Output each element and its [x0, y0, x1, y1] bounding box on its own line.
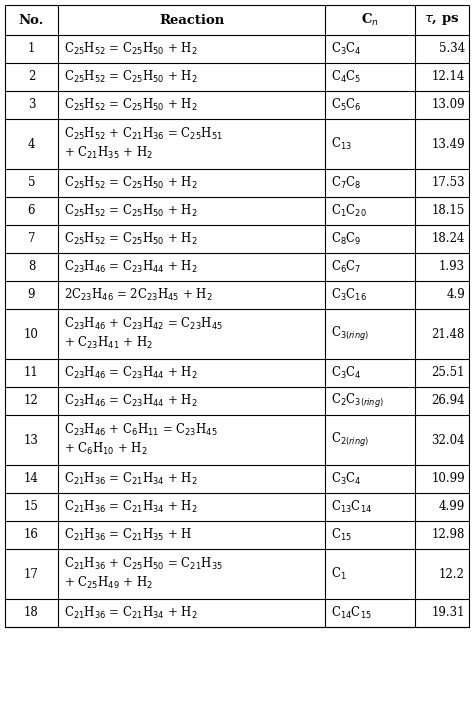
Text: 25.51: 25.51	[431, 366, 465, 379]
Text: 11: 11	[24, 366, 39, 379]
Text: 17: 17	[24, 568, 39, 580]
Text: C$_{25}$H$_{52}$ = C$_{25}$H$_{50}$ + H$_2$: C$_{25}$H$_{52}$ = C$_{25}$H$_{50}$ + H$…	[64, 97, 198, 113]
Text: C$_{25}$H$_{52}$ = C$_{25}$H$_{50}$ + H$_2$: C$_{25}$H$_{52}$ = C$_{25}$H$_{50}$ + H$…	[64, 175, 198, 191]
Text: 4.9: 4.9	[446, 288, 465, 301]
Text: C$_3$C$_4$: C$_3$C$_4$	[331, 365, 362, 381]
Text: 6: 6	[28, 205, 35, 218]
Text: 21.48: 21.48	[432, 328, 465, 341]
Text: 5.34: 5.34	[439, 42, 465, 55]
Text: 15: 15	[24, 501, 39, 513]
Text: $\tau$, ps: $\tau$, ps	[424, 13, 460, 27]
Text: C$_{13}$: C$_{13}$	[331, 136, 352, 152]
Text: C$_7$C$_8$: C$_7$C$_8$	[331, 175, 362, 191]
Text: C$_{25}$H$_{52}$ = C$_{25}$H$_{50}$ + H$_2$: C$_{25}$H$_{52}$ = C$_{25}$H$_{50}$ + H$…	[64, 41, 198, 57]
Text: 8: 8	[28, 261, 35, 274]
Text: 13.09: 13.09	[431, 98, 465, 111]
Text: Reaction: Reaction	[159, 14, 224, 26]
Text: 26.94: 26.94	[431, 395, 465, 408]
Text: 1: 1	[28, 42, 35, 55]
Text: C$_{21}$H$_{36}$ = C$_{21}$H$_{35}$ + H: C$_{21}$H$_{36}$ = C$_{21}$H$_{35}$ + H	[64, 527, 192, 543]
Text: C$_{15}$: C$_{15}$	[331, 527, 352, 543]
Text: C$_{3(ring)}$: C$_{3(ring)}$	[331, 325, 369, 343]
Text: + C$_{23}$H$_{41}$ + H$_2$: + C$_{23}$H$_{41}$ + H$_2$	[64, 335, 153, 351]
Text: 12.98: 12.98	[432, 529, 465, 542]
Text: 32.04: 32.04	[431, 433, 465, 446]
Text: 9: 9	[28, 288, 35, 301]
Text: 5: 5	[28, 176, 35, 189]
Text: 18: 18	[24, 606, 39, 620]
Text: 7: 7	[28, 232, 35, 245]
Text: 4: 4	[28, 138, 35, 151]
Text: C$_{23}$H$_{46}$ = C$_{23}$H$_{44}$ + H$_2$: C$_{23}$H$_{46}$ = C$_{23}$H$_{44}$ + H$…	[64, 365, 198, 381]
Text: 2: 2	[28, 71, 35, 84]
Text: C$_{21}$H$_{36}$ = C$_{21}$H$_{34}$ + H$_2$: C$_{21}$H$_{36}$ = C$_{21}$H$_{34}$ + H$…	[64, 605, 198, 621]
Text: C$_6$C$_7$: C$_6$C$_7$	[331, 259, 361, 275]
Text: C$_{14}$C$_{15}$: C$_{14}$C$_{15}$	[331, 605, 372, 621]
Text: 3: 3	[28, 98, 35, 111]
Text: C$_{23}$H$_{46}$ + C$_6$H$_{11}$ = C$_{23}$H$_{45}$: C$_{23}$H$_{46}$ + C$_6$H$_{11}$ = C$_{2…	[64, 422, 218, 438]
Text: C$_1$: C$_1$	[331, 566, 346, 582]
Text: 19.31: 19.31	[431, 606, 465, 620]
Text: 18.24: 18.24	[432, 232, 465, 245]
Text: C$_{2(ring)}$: C$_{2(ring)}$	[331, 431, 369, 449]
Text: C$_{25}$H$_{52}$ + C$_{21}$H$_{36}$ = C$_{25}$H$_{51}$: C$_{25}$H$_{52}$ + C$_{21}$H$_{36}$ = C$…	[64, 126, 223, 142]
Text: 4.99: 4.99	[439, 501, 465, 513]
Text: 2C$_{23}$H$_{46}$ = 2C$_{23}$H$_{45}$ + H$_2$: 2C$_{23}$H$_{46}$ = 2C$_{23}$H$_{45}$ + …	[64, 287, 213, 303]
Text: C$_8$C$_9$: C$_8$C$_9$	[331, 231, 362, 247]
Text: C$_3$C$_4$: C$_3$C$_4$	[331, 41, 362, 57]
Text: 1.93: 1.93	[439, 261, 465, 274]
Text: + C$_{21}$H$_{35}$ + H$_2$: + C$_{21}$H$_{35}$ + H$_2$	[64, 145, 153, 161]
Text: C$_{13}$C$_{14}$: C$_{13}$C$_{14}$	[331, 499, 372, 515]
Text: C$_3$C$_4$: C$_3$C$_4$	[331, 471, 362, 487]
Text: 14: 14	[24, 472, 39, 486]
Text: C$_5$C$_6$: C$_5$C$_6$	[331, 97, 362, 113]
Text: 12: 12	[24, 395, 39, 408]
Text: C$_{25}$H$_{52}$ = C$_{25}$H$_{50}$ + H$_2$: C$_{25}$H$_{52}$ = C$_{25}$H$_{50}$ + H$…	[64, 231, 198, 247]
Text: 12.2: 12.2	[439, 568, 465, 580]
Text: C$_{25}$H$_{52}$ = C$_{25}$H$_{50}$ + H$_2$: C$_{25}$H$_{52}$ = C$_{25}$H$_{50}$ + H$…	[64, 69, 198, 85]
Text: No.: No.	[19, 14, 44, 26]
Text: C$_{23}$H$_{46}$ = C$_{23}$H$_{44}$ + H$_2$: C$_{23}$H$_{46}$ = C$_{23}$H$_{44}$ + H$…	[64, 259, 198, 275]
Text: 13: 13	[24, 433, 39, 446]
Text: C$_n$: C$_n$	[361, 12, 379, 28]
Text: C$_2$C$_{3(ring)}$: C$_2$C$_{3(ring)}$	[331, 392, 384, 410]
Text: C$_{23}$H$_{46}$ + C$_{23}$H$_{42}$ = C$_{23}$H$_{45}$: C$_{23}$H$_{46}$ + C$_{23}$H$_{42}$ = C$…	[64, 316, 223, 332]
Text: C$_{23}$H$_{46}$ = C$_{23}$H$_{44}$ + H$_2$: C$_{23}$H$_{46}$ = C$_{23}$H$_{44}$ + H$…	[64, 393, 198, 409]
Text: C$_1$C$_{20}$: C$_1$C$_{20}$	[331, 203, 367, 219]
Text: C$_3$C$_{16}$: C$_3$C$_{16}$	[331, 287, 367, 303]
Text: 17.53: 17.53	[431, 176, 465, 189]
Text: 10: 10	[24, 328, 39, 341]
Text: C$_{21}$H$_{36}$ = C$_{21}$H$_{34}$ + H$_2$: C$_{21}$H$_{36}$ = C$_{21}$H$_{34}$ + H$…	[64, 499, 198, 515]
Text: 10.99: 10.99	[431, 472, 465, 486]
Text: C$_{21}$H$_{36}$ = C$_{21}$H$_{34}$ + H$_2$: C$_{21}$H$_{36}$ = C$_{21}$H$_{34}$ + H$…	[64, 471, 198, 487]
Text: C$_{21}$H$_{36}$ + C$_{25}$H$_{50}$ = C$_{21}$H$_{35}$: C$_{21}$H$_{36}$ + C$_{25}$H$_{50}$ = C$…	[64, 556, 223, 572]
Text: C$_4$C$_5$: C$_4$C$_5$	[331, 69, 361, 85]
Text: 18.15: 18.15	[432, 205, 465, 218]
Text: C$_{25}$H$_{52}$ = C$_{25}$H$_{50}$ + H$_2$: C$_{25}$H$_{52}$ = C$_{25}$H$_{50}$ + H$…	[64, 203, 198, 219]
Text: + C$_6$H$_{10}$ + H$_2$: + C$_6$H$_{10}$ + H$_2$	[64, 441, 147, 457]
Text: + C$_{25}$H$_{49}$ + H$_2$: + C$_{25}$H$_{49}$ + H$_2$	[64, 575, 153, 591]
Text: 12.14: 12.14	[432, 71, 465, 84]
Text: 13.49: 13.49	[431, 138, 465, 151]
Text: 16: 16	[24, 529, 39, 542]
